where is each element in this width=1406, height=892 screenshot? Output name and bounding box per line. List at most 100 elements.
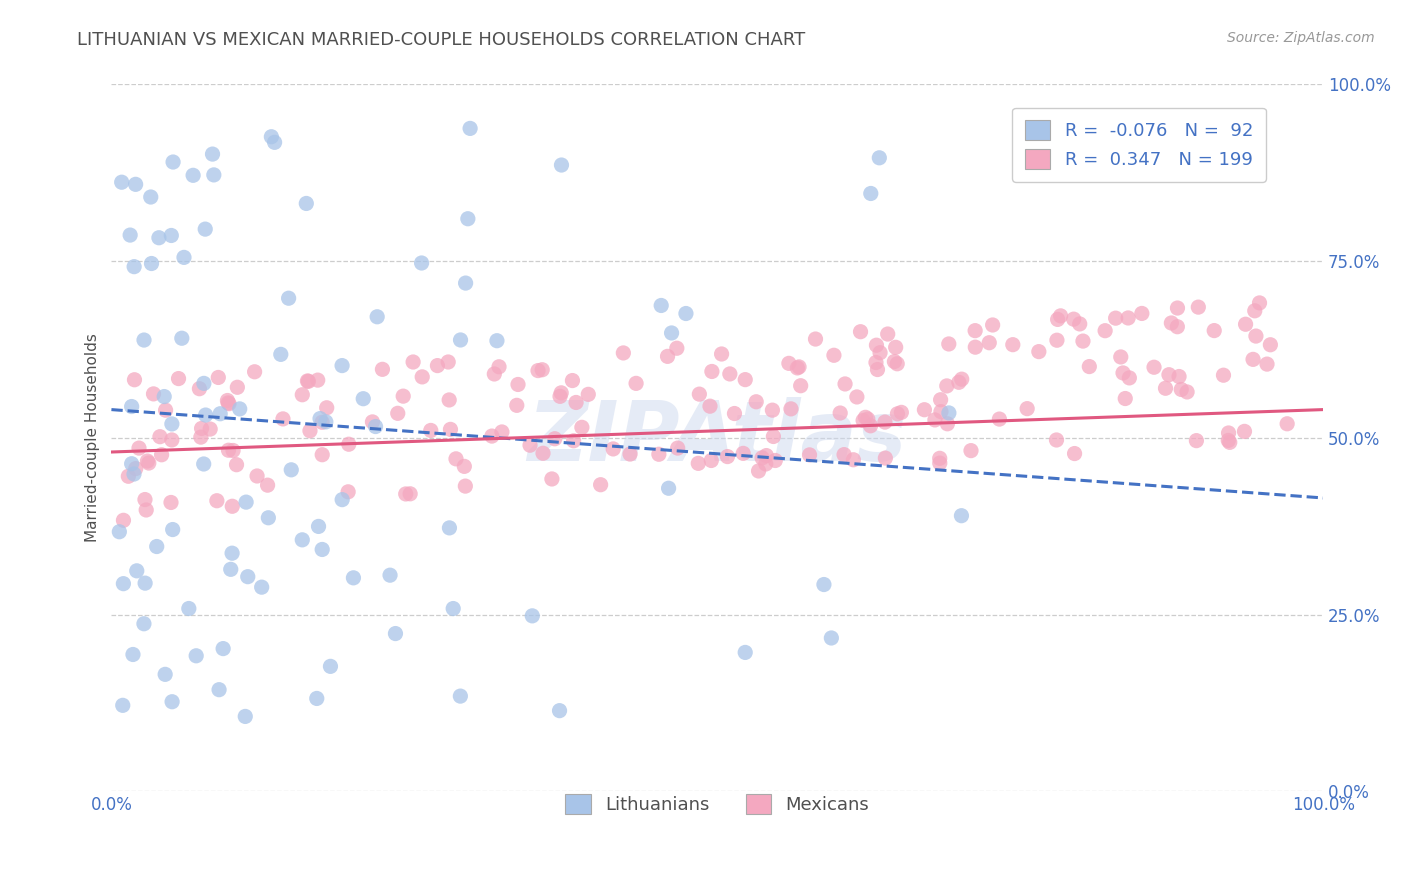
Point [1204,324,1226,338]
Point [561,374,583,388]
Point [787,359,810,374]
Point [1256,357,1278,371]
Point [453,459,475,474]
Point [780,401,803,416]
Point [190,421,212,435]
Point [134,576,156,591]
Point [108,524,131,539]
Point [218,443,240,458]
Point [209,407,232,421]
Point [1143,360,1166,375]
Point [132,333,155,347]
Point [548,389,571,403]
Point [1166,301,1188,315]
Point [297,374,319,388]
Point [1046,312,1069,326]
Point [700,364,723,378]
Point [1243,303,1265,318]
Point [804,332,827,346]
Point [145,540,167,554]
Point [733,446,755,460]
Point [136,454,159,468]
Point [541,472,564,486]
Point [1244,329,1267,343]
Point [506,398,529,412]
Point [186,648,208,663]
Point [311,448,333,462]
Point [454,276,477,290]
Point [718,367,741,381]
Point [194,222,217,236]
Point [280,463,302,477]
Point [799,448,821,462]
Point [924,413,946,427]
Point [710,347,733,361]
Point [149,430,172,444]
Point [820,631,842,645]
Point [661,326,683,340]
Point [122,648,145,662]
Point [589,477,612,491]
Point [399,487,422,501]
Point [938,406,960,420]
Point [527,363,550,377]
Point [716,450,738,464]
Point [950,508,973,523]
Point [311,542,333,557]
Point [337,437,360,451]
Point [395,487,418,501]
Point [1234,318,1257,332]
Point [207,370,229,384]
Point [202,168,225,182]
Point [751,450,773,465]
Point [256,478,278,492]
Point [866,362,889,376]
Point [450,333,472,347]
Point [688,387,710,401]
Point [612,346,634,360]
Point [160,228,183,243]
Point [134,492,156,507]
Point [491,425,513,439]
Point [221,500,243,514]
Point [485,334,508,348]
Point [392,389,415,403]
Point [371,362,394,376]
Point [426,359,449,373]
Point [181,169,204,183]
Point [979,335,1001,350]
Point [865,338,887,352]
Point [869,345,891,359]
Point [243,365,266,379]
Point [208,682,231,697]
Point [112,576,135,591]
Point [125,564,148,578]
Point [859,418,882,433]
Point [856,412,879,426]
Point [222,443,245,458]
Point [257,510,280,524]
Point [141,256,163,270]
Point [188,382,211,396]
Point [531,446,554,460]
Text: LITHUANIAN VS MEXICAN MARRIED-COUPLE HOUSEHOLDS CORRELATION CHART: LITHUANIAN VS MEXICAN MARRIED-COUPLE HOU… [77,31,806,49]
Point [845,390,868,404]
Point [277,291,299,305]
Point [295,196,318,211]
Point [506,377,529,392]
Point [873,415,896,429]
Point [755,457,778,471]
Point [142,387,165,401]
Point [762,429,785,443]
Point [928,451,950,466]
Point [307,373,329,387]
Point [1170,383,1192,397]
Point [1130,306,1153,320]
Point [876,326,898,341]
Point [439,521,461,535]
Point [122,260,145,274]
Point [565,395,588,409]
Point [789,378,811,392]
Point [155,403,177,417]
Point [411,256,433,270]
